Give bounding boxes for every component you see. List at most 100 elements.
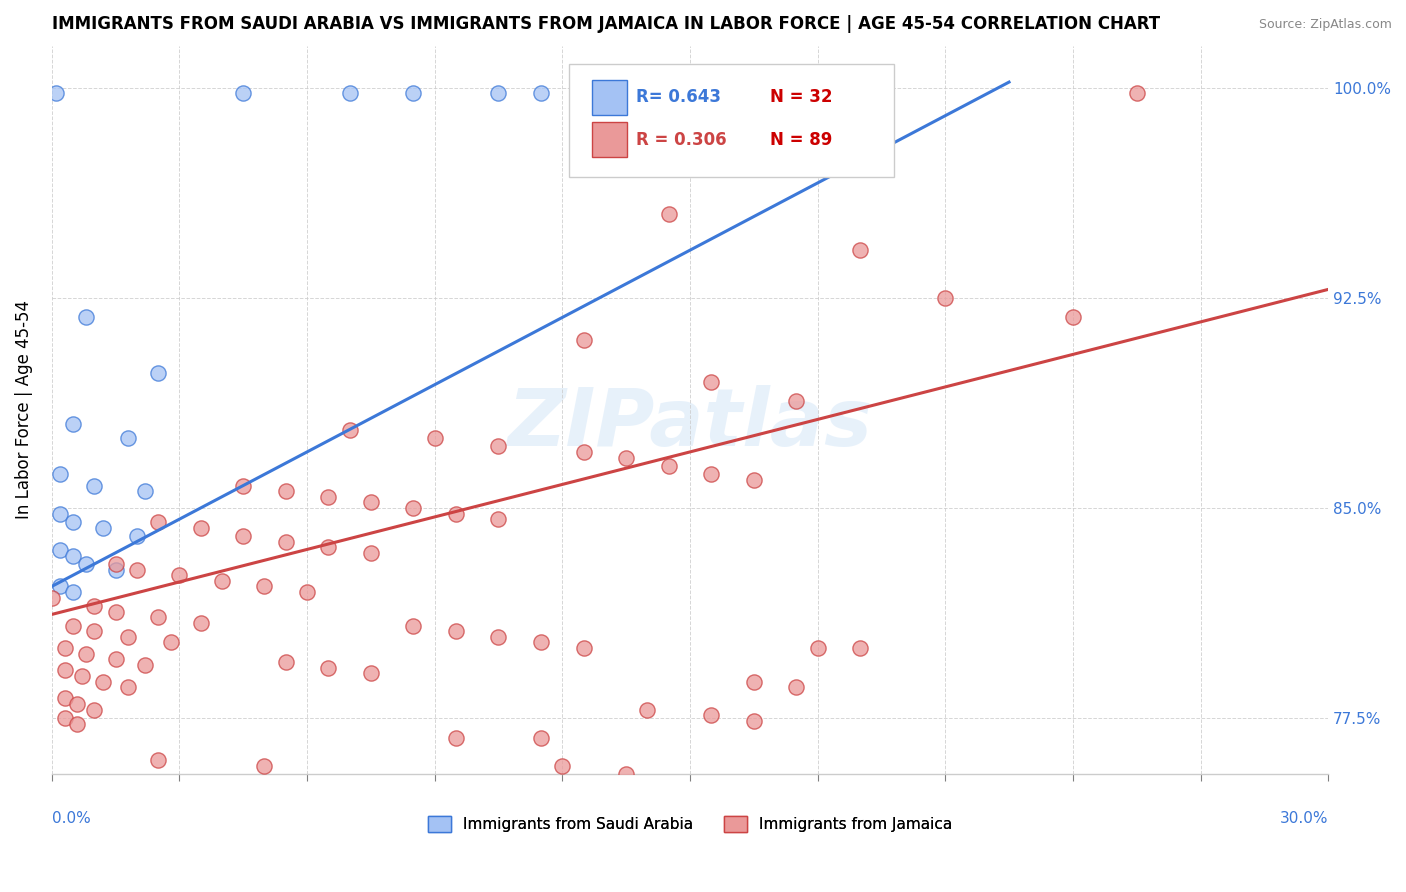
Point	[117, 431, 139, 445]
Point	[49, 507, 72, 521]
Point	[160, 635, 183, 649]
Point	[763, 87, 786, 101]
Point	[104, 557, 127, 571]
Point	[402, 618, 425, 632]
Point	[62, 585, 84, 599]
Point	[83, 478, 105, 492]
Text: R= 0.643: R= 0.643	[637, 88, 721, 106]
Point	[274, 655, 297, 669]
Point	[785, 680, 807, 694]
Point	[671, 87, 693, 101]
Point	[360, 546, 382, 560]
Point	[785, 394, 807, 409]
Point	[53, 664, 76, 678]
Text: ZIPatlas: ZIPatlas	[508, 385, 873, 464]
Point	[146, 367, 169, 381]
Point	[211, 574, 233, 588]
Point	[402, 500, 425, 515]
Point	[274, 534, 297, 549]
Point	[91, 520, 114, 534]
Point	[1125, 87, 1147, 101]
Point	[125, 529, 148, 543]
Point	[62, 618, 84, 632]
Point	[614, 767, 637, 781]
Point	[146, 753, 169, 767]
Point	[232, 529, 254, 543]
Point	[551, 758, 574, 772]
Point	[530, 635, 553, 649]
Point	[62, 549, 84, 563]
Point	[190, 615, 212, 630]
Point	[49, 579, 72, 593]
Point	[66, 716, 89, 731]
Point	[83, 599, 105, 613]
Point	[572, 445, 595, 459]
Point	[849, 243, 872, 257]
Point	[658, 458, 681, 473]
Point	[70, 669, 93, 683]
FancyBboxPatch shape	[592, 80, 627, 115]
Point	[62, 515, 84, 529]
Point	[83, 624, 105, 639]
Point	[785, 87, 807, 101]
Point	[700, 708, 723, 723]
Y-axis label: In Labor Force | Age 45-54: In Labor Force | Age 45-54	[15, 301, 32, 519]
Point	[49, 787, 72, 801]
Point	[169, 568, 191, 582]
Point	[41, 591, 63, 605]
Point	[614, 87, 637, 101]
Text: N = 89: N = 89	[770, 130, 832, 149]
Point	[104, 563, 127, 577]
Point	[1062, 310, 1084, 325]
Point	[316, 490, 339, 504]
Point	[49, 467, 72, 482]
Point	[636, 703, 658, 717]
Point	[742, 674, 765, 689]
Text: N = 32: N = 32	[770, 88, 832, 106]
Point	[62, 417, 84, 431]
Point	[339, 423, 361, 437]
Point	[700, 467, 723, 482]
Point	[700, 375, 723, 389]
Point	[572, 333, 595, 347]
Point	[849, 641, 872, 656]
Point	[75, 557, 97, 571]
Point	[45, 87, 67, 101]
Text: R = 0.306: R = 0.306	[637, 130, 727, 149]
Point	[488, 87, 510, 101]
Point	[658, 207, 681, 221]
Point	[700, 87, 723, 101]
Point	[75, 647, 97, 661]
Point	[828, 87, 851, 101]
Point	[104, 605, 127, 619]
Point	[53, 691, 76, 706]
Point	[488, 512, 510, 526]
Point	[742, 473, 765, 487]
Point	[572, 641, 595, 656]
Point	[444, 507, 467, 521]
FancyBboxPatch shape	[568, 64, 894, 177]
Point	[806, 641, 828, 656]
Point	[530, 87, 553, 101]
Point	[253, 579, 276, 593]
Point	[316, 540, 339, 554]
Point	[488, 630, 510, 644]
Point	[53, 641, 76, 656]
Point	[360, 495, 382, 509]
Point	[117, 630, 139, 644]
Point	[125, 563, 148, 577]
Point	[146, 515, 169, 529]
Point	[934, 291, 956, 305]
Point	[488, 439, 510, 453]
Point	[91, 674, 114, 689]
FancyBboxPatch shape	[592, 122, 627, 157]
Point	[360, 666, 382, 681]
Point	[53, 711, 76, 725]
Point	[423, 431, 446, 445]
Point	[572, 87, 595, 101]
Point	[316, 661, 339, 675]
Point	[75, 310, 97, 325]
Point	[614, 450, 637, 465]
Point	[274, 484, 297, 499]
Point	[232, 478, 254, 492]
